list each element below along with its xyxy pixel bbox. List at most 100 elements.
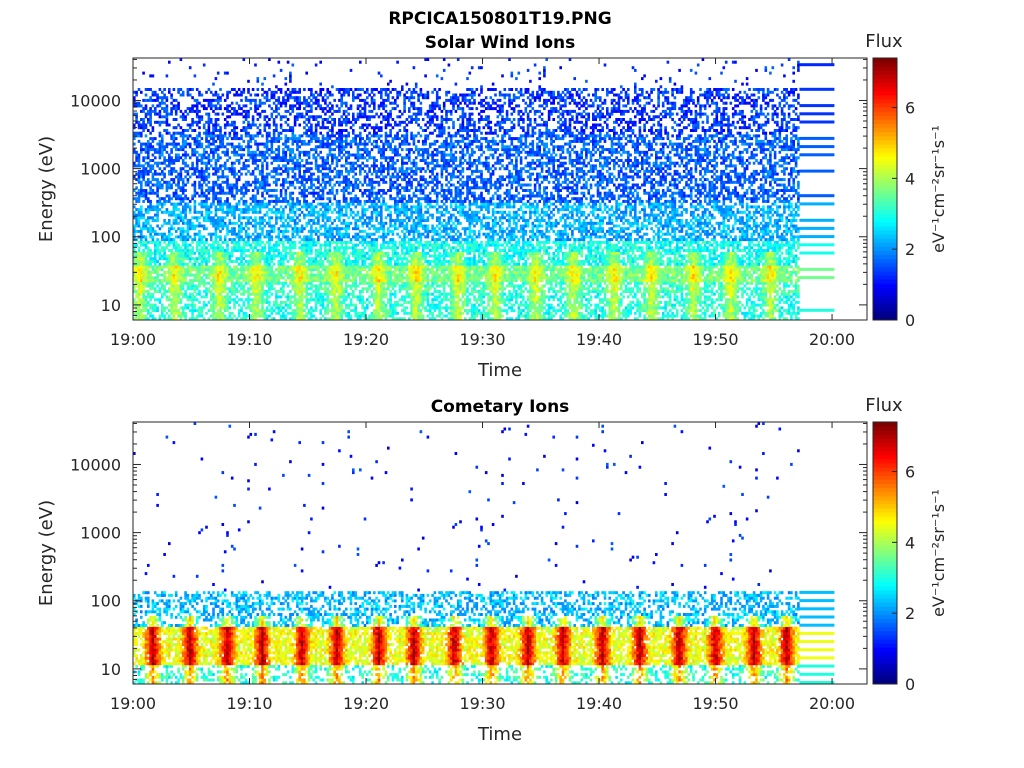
heatmap-cell — [272, 101, 276, 105]
heatmap-cell — [191, 303, 194, 307]
heatmap-cell — [265, 93, 269, 97]
heatmap-cell — [168, 131, 171, 135]
heatmap-cell — [333, 142, 336, 146]
heatmap-cell — [247, 240, 250, 244]
heatmap-cell — [261, 240, 264, 244]
heatmap-cell — [258, 227, 262, 231]
heatmap-cell — [305, 311, 308, 315]
heatmap-cell — [216, 202, 220, 206]
heatmap-cell — [263, 273, 267, 277]
heatmap-cell — [289, 265, 292, 269]
heatmap-cell — [319, 104, 322, 108]
heatmap-cell — [172, 306, 176, 310]
heatmap-cell — [338, 199, 341, 203]
heatmap-cell — [328, 292, 332, 296]
heatmap-cell — [140, 194, 143, 198]
heatmap-cell — [161, 205, 164, 209]
heatmap-cell — [223, 145, 227, 149]
heatmap-cell — [247, 159, 250, 162]
heatmap-cell — [277, 227, 281, 231]
heatmap-cell — [168, 240, 171, 244]
heatmap-cell — [144, 273, 148, 277]
heatmap-cell — [158, 268, 162, 272]
heatmap-cell — [149, 107, 152, 111]
heatmap-cell — [340, 213, 343, 217]
heatmap-cell — [321, 273, 325, 277]
heatmap-cell — [165, 159, 169, 162]
heatmap-cell — [240, 268, 243, 272]
heatmap-cell — [265, 273, 269, 277]
heatmap-cell — [265, 262, 269, 266]
heatmap-cell — [254, 167, 257, 171]
heatmap-cell — [338, 134, 341, 138]
heatmap-cell — [133, 131, 136, 135]
heatmap-cell — [333, 311, 336, 315]
heatmap-cell — [184, 314, 187, 318]
heatmap-cell — [345, 298, 348, 302]
heatmap-cell — [333, 120, 336, 124]
heatmap-cell — [240, 262, 243, 266]
heatmap-cell — [174, 197, 178, 201]
heatmap-cell — [205, 202, 208, 206]
heatmap-cell — [221, 134, 225, 138]
heatmap-cell — [179, 311, 183, 315]
heatmap-cell — [177, 183, 180, 187]
heatmap-cell — [216, 235, 220, 239]
heatmap-cell — [349, 251, 353, 255]
heatmap-cell — [256, 164, 260, 168]
heatmap-cell — [179, 199, 183, 203]
heatmap-cell — [305, 71, 308, 75]
heatmap-cell — [161, 202, 164, 206]
heatmap-cell — [228, 238, 232, 242]
heatmap-cell — [291, 268, 295, 272]
heatmap-cell — [321, 232, 325, 236]
heatmap-cell — [170, 213, 173, 217]
heatmap-cell — [209, 235, 213, 239]
heatmap-cell — [298, 251, 301, 255]
heatmap-cell — [265, 115, 269, 119]
heatmap-cell — [202, 178, 206, 182]
heatmap-cell — [345, 156, 348, 160]
heatmap-cell — [179, 262, 183, 266]
heatmap-cell — [242, 186, 246, 190]
heatmap-cell — [312, 210, 315, 214]
heatmap-cell — [282, 96, 285, 100]
heatmap-cell — [216, 216, 220, 220]
heatmap-cell — [133, 96, 136, 100]
heatmap-cell — [326, 265, 329, 269]
heatmap-cell — [233, 175, 236, 179]
heatmap-cell — [219, 260, 222, 263]
heatmap-cell — [268, 279, 271, 283]
heatmap-cell — [179, 281, 183, 285]
heatmap-cell — [272, 93, 276, 97]
heatmap-cell — [256, 153, 260, 157]
heatmap-cell — [270, 235, 274, 239]
heatmap-cell — [307, 249, 311, 252]
heatmap-cell — [263, 254, 267, 258]
heatmap-cell — [207, 300, 211, 304]
heatmap-cell — [186, 197, 190, 201]
heatmap-cell — [188, 270, 192, 274]
heatmap-cell — [200, 194, 204, 198]
heatmap-cell — [270, 260, 274, 263]
heatmap-cell — [249, 172, 253, 176]
heatmap-cell — [335, 88, 339, 91]
heatmap-cell — [170, 197, 173, 201]
heatmap-cell — [149, 257, 152, 261]
heatmap-cell — [165, 131, 169, 135]
heatmap-cell — [223, 167, 227, 171]
heatmap-cell — [258, 249, 262, 252]
heatmap-cell — [340, 172, 343, 176]
heatmap-cell — [331, 159, 334, 162]
heatmap-cell — [272, 131, 276, 135]
heatmap-cell — [284, 309, 288, 313]
heatmap-cell — [319, 292, 322, 296]
heatmap-cell — [207, 115, 211, 119]
heatmap-cell — [216, 281, 220, 285]
heatmap-cell — [230, 101, 234, 105]
heatmap-cell — [170, 112, 173, 116]
heatmap-cell — [237, 284, 241, 288]
heatmap-cell — [307, 265, 311, 269]
heatmap-cell — [286, 148, 290, 152]
heatmap-cell — [147, 145, 150, 149]
